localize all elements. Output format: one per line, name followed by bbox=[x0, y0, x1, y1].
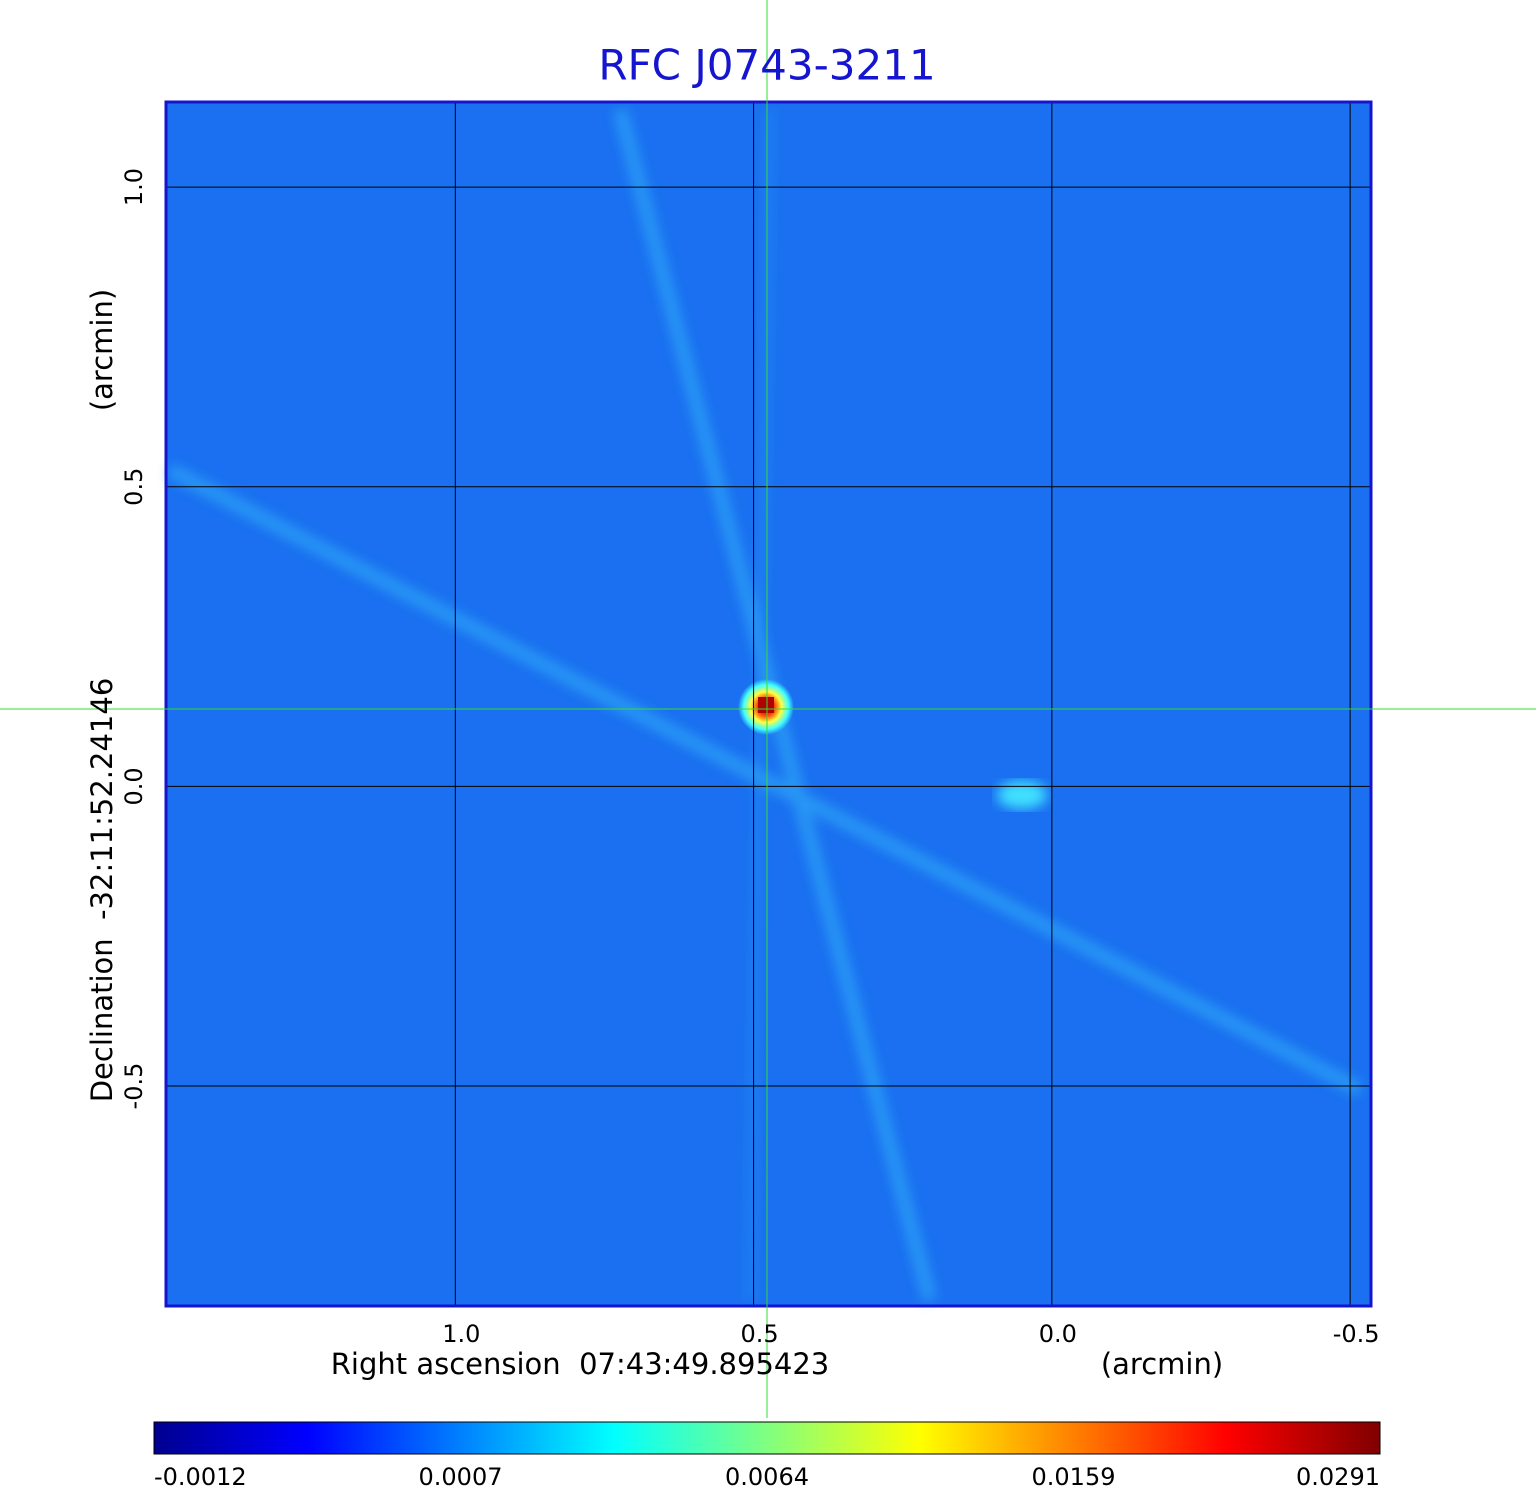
y-tick-label: -0.5 bbox=[120, 1063, 148, 1110]
x-tick-label: -0.5 bbox=[1333, 1320, 1380, 1348]
chart-title: RFC J0743-3211 bbox=[598, 41, 935, 90]
colorbar-tick-label: 0.0007 bbox=[419, 1463, 503, 1491]
y-axis-unit: (arcmin) bbox=[85, 289, 119, 411]
colorbar-tick-label: 0.0291 bbox=[1296, 1463, 1380, 1491]
y-tick-label: 0.0 bbox=[120, 767, 148, 805]
colorbar-tick-label: -0.0012 bbox=[154, 1463, 247, 1491]
x-axis-unit: (arcmin) bbox=[1101, 1347, 1223, 1381]
x-axis-label: Right ascension 07:43:49.895423 bbox=[331, 1347, 830, 1381]
colorbar-tick-label: 0.0064 bbox=[725, 1463, 809, 1491]
grid bbox=[166, 102, 1371, 1306]
colorbar bbox=[153, 1421, 1381, 1455]
y-tick-label: 0.5 bbox=[120, 468, 148, 506]
frame bbox=[164, 100, 1373, 1308]
image bbox=[166, 102, 1371, 1306]
colorbar-tick-label: 0.0159 bbox=[1032, 1463, 1116, 1491]
x-tick-label: 1.0 bbox=[442, 1320, 480, 1348]
y-axis-label: Declination -32:11:52.24146 bbox=[85, 678, 119, 1103]
x-tick-label: 0.5 bbox=[741, 1320, 779, 1348]
x-tick-label: 0.0 bbox=[1039, 1320, 1077, 1348]
y-tick-label: 1.0 bbox=[120, 168, 148, 206]
